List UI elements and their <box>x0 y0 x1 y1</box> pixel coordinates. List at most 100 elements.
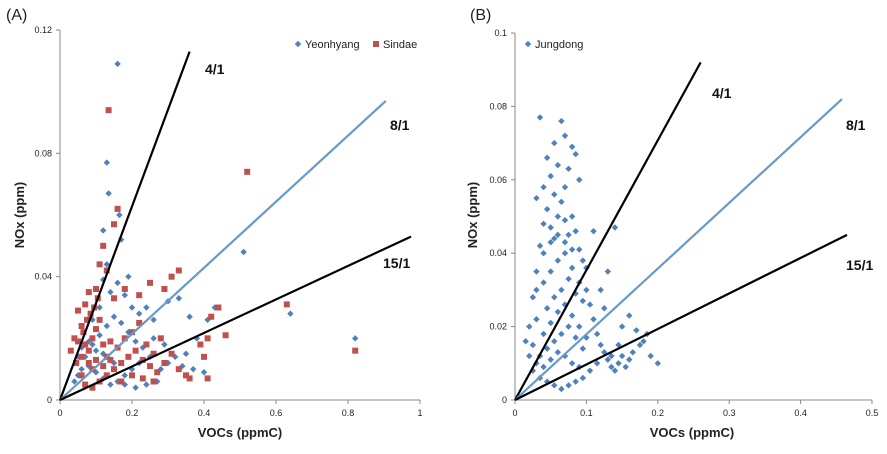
y-tick-label: 0.08 <box>489 101 507 111</box>
y-tick-label: 0.04 <box>34 272 52 282</box>
data-point-jungdong <box>583 286 590 294</box>
data-point-yeonhyang <box>136 310 143 317</box>
y-tick-label: 0.1 <box>494 28 507 38</box>
x-tick-label: 0 <box>57 408 62 418</box>
data-point-jungdong <box>561 216 569 224</box>
data-point-yeonhyang <box>110 313 118 320</box>
x-tick-label: 0.8 <box>342 408 355 418</box>
data-point-sindae <box>107 338 114 345</box>
data-point-sindae <box>139 356 146 363</box>
y-tick-label: 0.08 <box>34 148 52 158</box>
ratio-label: 4/1 <box>712 85 732 101</box>
data-point-yeonhyang <box>128 304 136 311</box>
data-point-sindae <box>100 363 107 370</box>
data-point-jungdong <box>547 268 554 275</box>
data-point-sindae <box>154 369 161 376</box>
ratio-line-4-1 <box>58 51 191 401</box>
data-point-yeonhyang <box>103 261 110 268</box>
data-point-jungdong <box>558 330 565 338</box>
data-point-yeonhyang <box>121 381 128 388</box>
data-point-jungdong <box>540 183 547 191</box>
data-point-jungdong <box>579 374 587 382</box>
data-point-jungdong <box>561 183 569 191</box>
data-point-sindae <box>136 292 143 299</box>
data-point-yeonhyang <box>150 335 157 342</box>
data-point-sindae <box>111 366 117 373</box>
data-point-sindae <box>121 335 128 342</box>
ratio-label: 4/1 <box>205 61 225 77</box>
data-point-yeonhyang <box>116 211 123 219</box>
ratio-line-15-1 <box>514 233 848 401</box>
data-point-jungdong <box>593 360 601 367</box>
data-point-sindae <box>103 267 110 274</box>
data-point-sindae <box>96 316 103 323</box>
data-point-jungdong <box>561 132 569 139</box>
data-point-yeonhyang <box>125 273 132 280</box>
y-axis-title: NOx (ppm) <box>465 182 480 248</box>
data-point-jungdong <box>529 294 537 301</box>
panel-a-chart: (A) 0 0.2 0.4 0.6 0.8 1 0 0.04 0.08 0.12 VOCs (ppmC… <box>6 7 423 440</box>
data-point-jungdong <box>629 349 637 356</box>
data-point-sindae <box>118 360 125 366</box>
data-point-sindae <box>175 267 182 274</box>
data-point-sindae <box>111 295 117 302</box>
data-point-yeonhyang <box>164 359 172 367</box>
data-point-jungdong <box>543 305 551 312</box>
data-point-jungdong <box>654 360 661 367</box>
x-tick-label: 0.5 <box>866 408 879 418</box>
y-tick-label: 0 <box>502 395 507 405</box>
data-point-yeonhyang <box>132 384 139 391</box>
data-point-sindae <box>125 353 132 360</box>
data-point-yeonhyang <box>100 276 107 283</box>
data-point-jungdong <box>608 352 615 360</box>
panel-label: (A) <box>6 7 27 24</box>
data-point-jungdong <box>558 117 565 125</box>
data-point-jungdong <box>526 352 533 360</box>
data-point-sindae <box>73 360 80 366</box>
data-point-sindae <box>121 286 128 292</box>
data-point-jungdong <box>568 264 576 272</box>
ratio-label: 8/1 <box>846 117 866 133</box>
data-point-sindae <box>103 372 110 379</box>
ratio-label: 15/1 <box>846 257 873 273</box>
data-point-sindae <box>107 356 114 363</box>
data-point-sindae <box>89 335 96 342</box>
data-point-sindae <box>93 286 99 292</box>
data-point-jungdong <box>554 231 562 239</box>
data-point-sindae <box>100 242 107 249</box>
x-tick-label: 0.3 <box>723 408 736 418</box>
data-point-sindae <box>201 353 207 360</box>
data-point-jungdong <box>558 286 565 294</box>
data-point-jungdong <box>568 213 576 220</box>
data-point-sindae <box>93 326 99 333</box>
data-point-jungdong <box>579 297 587 305</box>
data-point-jungdong <box>540 250 547 257</box>
data-point-sindae <box>71 335 78 342</box>
data-point-sindae <box>129 372 135 379</box>
data-point-sindae <box>161 360 168 366</box>
data-point-jungdong <box>547 224 554 231</box>
data-point-jungdong <box>633 327 640 334</box>
data-point-sindae <box>157 335 164 342</box>
data-point-jungdong <box>590 316 597 323</box>
ratio-line-4-1 <box>514 61 702 401</box>
data-point-jungdong <box>551 139 558 147</box>
data-point-sindae <box>80 329 87 336</box>
data-point-sindae <box>150 378 157 385</box>
data-point-sindae <box>93 356 99 363</box>
legend-marker <box>524 40 532 48</box>
data-point-jungdong <box>611 367 619 374</box>
data-point-sindae <box>114 205 121 212</box>
data-point-jungdong <box>565 323 572 330</box>
data-point-sindae <box>85 347 92 354</box>
data-point-yeonhyang <box>71 378 78 385</box>
data-point-sindae <box>82 381 89 388</box>
x-axis-title: VOCs (ppmC) <box>650 425 735 440</box>
data-point-jungdong <box>626 356 633 363</box>
data-point-jungdong <box>568 246 576 253</box>
x-tick-label: 0.2 <box>652 408 665 418</box>
data-point-sindae <box>150 350 157 357</box>
data-point-yeonhyang <box>121 291 128 299</box>
data-point-jungdong <box>565 382 572 389</box>
ratio-line-8-1 <box>514 98 843 401</box>
